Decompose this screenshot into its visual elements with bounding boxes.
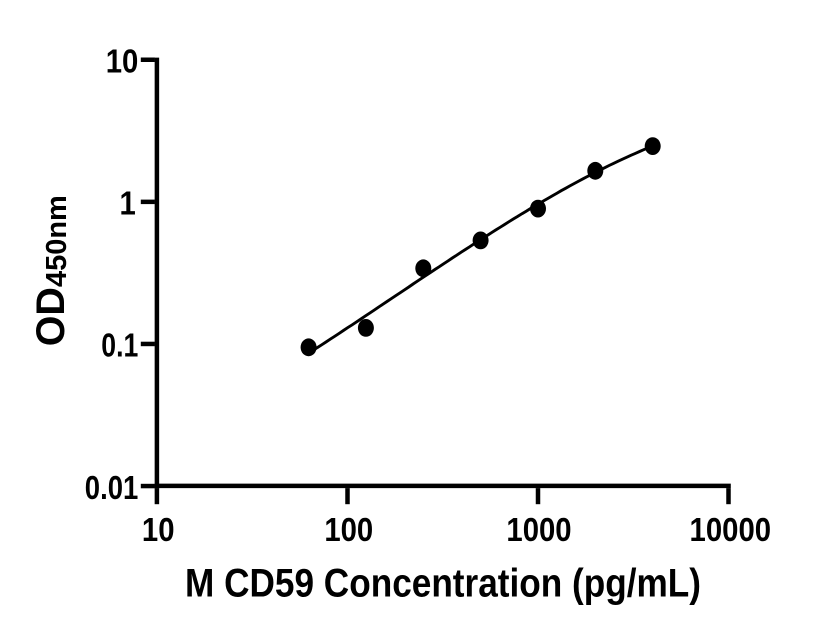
svg-text:10000: 10000	[690, 512, 772, 549]
svg-text:10: 10	[142, 512, 175, 549]
svg-text:1: 1	[120, 186, 136, 223]
svg-text:1000: 1000	[506, 512, 571, 549]
svg-text:0.01: 0.01	[85, 470, 139, 507]
svg-text:0.1: 0.1	[101, 328, 138, 365]
svg-text:10: 10	[106, 44, 139, 81]
svg-text:M CD59 Concentration (pg/mL): M CD59 Concentration (pg/mL)	[185, 561, 701, 605]
svg-text:100: 100	[324, 512, 373, 549]
